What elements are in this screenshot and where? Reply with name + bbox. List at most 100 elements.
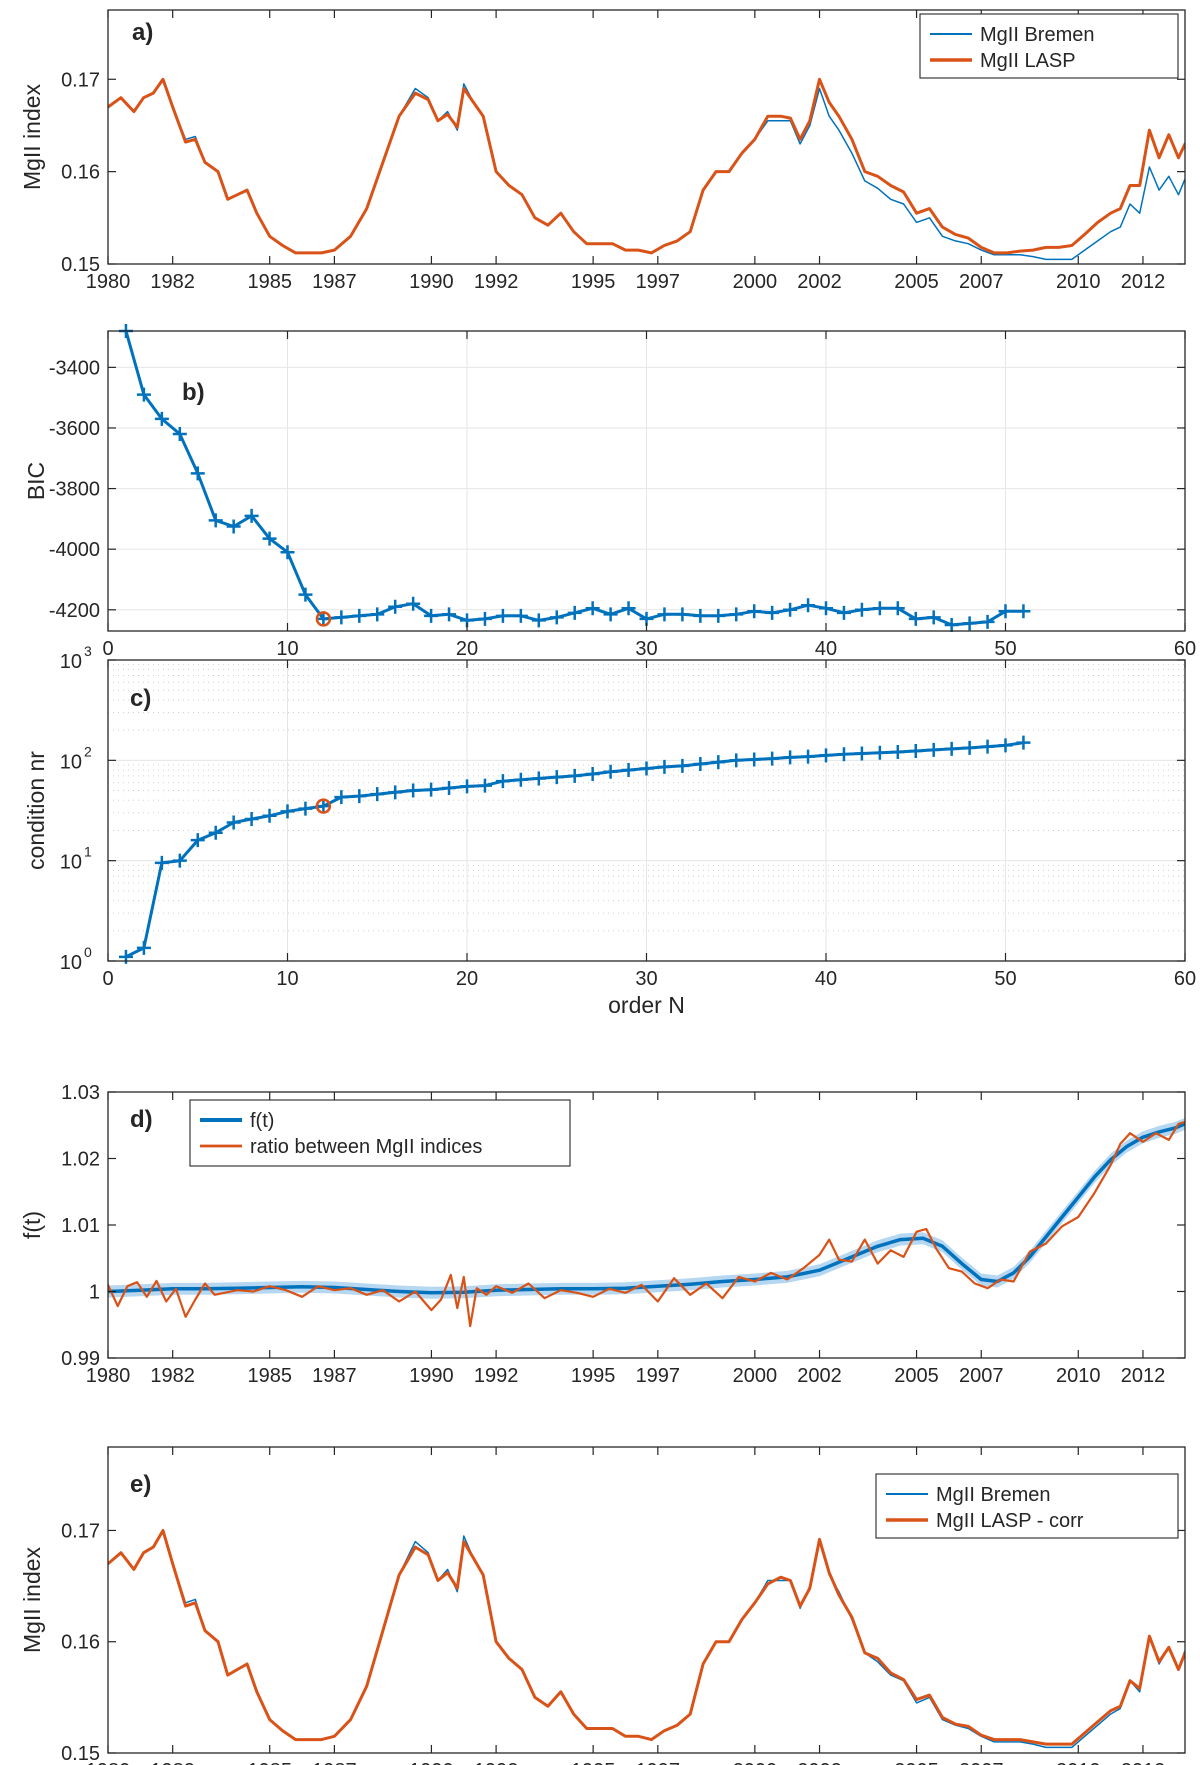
data-point bbox=[226, 815, 241, 830]
data-point bbox=[460, 779, 474, 794]
data-point bbox=[872, 745, 887, 760]
y-tick-label: 1 bbox=[89, 1282, 100, 1304]
x-tick-label: 1997 bbox=[636, 1365, 681, 1387]
data-point bbox=[495, 774, 510, 789]
data-point bbox=[890, 601, 905, 616]
data-point bbox=[854, 602, 869, 617]
panel-b-bic: 0102030405060-4200-4000-3800-3600-3400or… bbox=[23, 324, 1196, 688]
x-tick-label: 50 bbox=[994, 638, 1016, 660]
data-point bbox=[208, 513, 223, 528]
y-tick-label: 0.17 bbox=[61, 69, 100, 91]
data-point bbox=[819, 748, 833, 763]
x-tick-label: 1985 bbox=[247, 1760, 292, 1765]
y-tick-label: -4200 bbox=[49, 600, 100, 622]
data-point bbox=[208, 825, 223, 840]
data-point bbox=[316, 611, 331, 626]
data-point bbox=[926, 610, 941, 625]
data-point bbox=[980, 614, 995, 629]
data-point bbox=[1016, 735, 1031, 750]
data-point bbox=[424, 782, 439, 797]
data-point bbox=[549, 770, 564, 785]
x-tick-label: 1987 bbox=[312, 1365, 357, 1387]
data-point bbox=[244, 508, 259, 523]
data-point bbox=[998, 604, 1013, 619]
data-point bbox=[621, 763, 636, 778]
data-point bbox=[316, 799, 331, 814]
data-point bbox=[495, 608, 510, 623]
data-point bbox=[765, 751, 780, 766]
x-tick-label: 2000 bbox=[733, 1760, 778, 1765]
x-tick-label: 1997 bbox=[636, 1760, 681, 1765]
data-point bbox=[388, 785, 403, 800]
x-tick-label: 2000 bbox=[733, 1365, 778, 1387]
x-tick-label: 10 bbox=[276, 638, 298, 660]
data-point bbox=[190, 466, 205, 481]
panel-e-mgii-index-corrected: 1980 1982 1985 1987 1990 1992 1995 1997 2000 2002… bbox=[19, 1446, 1186, 1765]
panel-tag: e) bbox=[130, 1471, 151, 1498]
data-point bbox=[747, 604, 762, 619]
selected-order-marker bbox=[315, 798, 332, 814]
y-tick-label: -3400 bbox=[49, 357, 100, 379]
data-point bbox=[675, 607, 690, 622]
data-point bbox=[442, 780, 457, 795]
panel-d-f-t: 1980 1982 1985 1987 1990 1992 1995 1997 2000 2002… bbox=[19, 1082, 1186, 1387]
data-point bbox=[298, 587, 313, 602]
x-tick-label: 2002 bbox=[797, 1760, 842, 1765]
panel-tag: a) bbox=[132, 19, 153, 46]
y-tick-label: 0.17 bbox=[61, 1520, 100, 1542]
x-tick-label: 1980 bbox=[86, 1365, 131, 1387]
data-point bbox=[136, 387, 151, 402]
data-point bbox=[172, 427, 187, 442]
x-tick-label: 20 bbox=[456, 638, 478, 660]
data-point bbox=[280, 804, 295, 819]
data-point bbox=[154, 411, 169, 426]
x-tick-label: 2010 bbox=[1056, 1365, 1101, 1387]
legend: MgII Bremen MgII LASP bbox=[919, 13, 1179, 79]
y-tick-label: 10 bbox=[60, 952, 82, 974]
x-tick-label: 1995 bbox=[571, 1365, 616, 1387]
data-point bbox=[334, 790, 349, 805]
data-point bbox=[639, 761, 654, 776]
series-layer bbox=[108, 1529, 1185, 1749]
x-tick-label: 1995 bbox=[571, 1760, 616, 1765]
x-tick-label: 2012 bbox=[1121, 1365, 1166, 1387]
y-tick-label: -3600 bbox=[49, 418, 100, 440]
data-point bbox=[406, 783, 421, 798]
data-point bbox=[693, 608, 708, 623]
x-tick-label: 1990 bbox=[409, 1760, 454, 1765]
legend-box bbox=[189, 1099, 571, 1167]
data-point bbox=[872, 601, 887, 616]
x-tick-label: 60 bbox=[1174, 968, 1196, 990]
data-point bbox=[621, 601, 636, 616]
x-tick-label: 2002 bbox=[797, 1365, 842, 1387]
x-tick-label: 30 bbox=[635, 638, 657, 660]
data-point bbox=[693, 756, 708, 771]
series-layer bbox=[108, 1117, 1185, 1328]
data-point bbox=[801, 598, 816, 613]
x-tick-label: 40 bbox=[815, 638, 837, 660]
data-point bbox=[370, 607, 385, 622]
panel-tag: b) bbox=[182, 379, 205, 406]
y-tick-exponent: 3 bbox=[84, 643, 92, 659]
data-point bbox=[836, 747, 851, 762]
data-point bbox=[765, 605, 780, 620]
data-point bbox=[962, 616, 977, 631]
x-tick-label: 1980 bbox=[86, 1760, 131, 1765]
data-point bbox=[783, 602, 798, 617]
y-tick-exponent: 0 bbox=[84, 944, 92, 960]
data-point bbox=[567, 768, 582, 783]
x-tick-label: 1987 bbox=[312, 1760, 357, 1765]
x-tick-label: 2000 bbox=[733, 271, 778, 293]
data-point bbox=[675, 758, 690, 773]
data-point bbox=[424, 608, 439, 623]
x-tick-label: 1987 bbox=[312, 271, 357, 293]
x-tick-label: 2005 bbox=[894, 1365, 939, 1387]
data-point bbox=[747, 752, 762, 767]
data-point bbox=[729, 753, 744, 768]
x-tick-label: 30 bbox=[635, 968, 657, 990]
data-point bbox=[154, 855, 169, 870]
x-tick-label: 1992 bbox=[474, 271, 519, 293]
y-tick-label: 10 bbox=[60, 751, 82, 773]
x-tick-label: 1992 bbox=[474, 1760, 519, 1765]
data-point bbox=[980, 739, 995, 754]
